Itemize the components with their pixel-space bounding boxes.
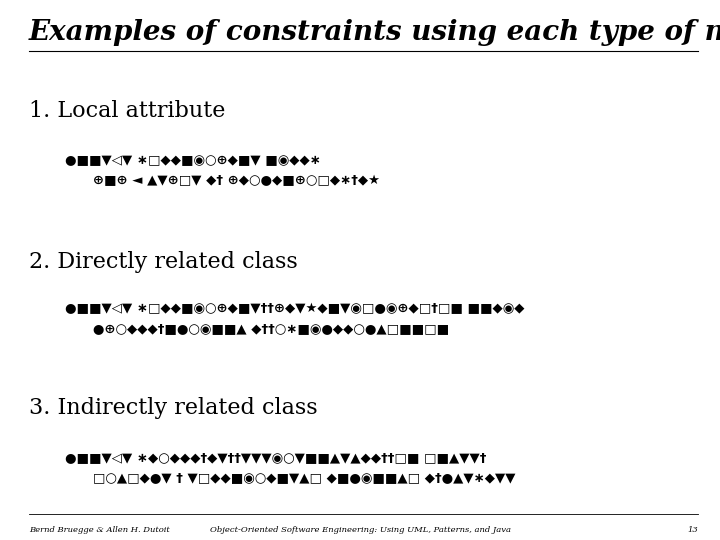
Text: Object-Oriented Software Engineering: Using UML, Patterns, and Java: Object-Oriented Software Engineering: Us… [210, 525, 510, 534]
Text: 2. Directly related class: 2. Directly related class [29, 251, 297, 273]
Text: ●■■▼◁▼ ∗□◆◆■◉○⊕◆■▼ ■◉◆◆∗: ●■■▼◁▼ ∗□◆◆■◉○⊕◆■▼ ■◉◆◆∗ [65, 154, 320, 167]
Text: 13: 13 [688, 525, 698, 534]
Text: ●⊕○◆◆◆†■●○◉■■▲ ◆††○∗■◉●◆◆○●▲□■■□■: ●⊕○◆◆◆†■●○◉■■▲ ◆††○∗■◉●◆◆○●▲□■■□■ [79, 322, 449, 335]
Text: Examples of constraints using each type of navigation: Examples of constraints using each type … [29, 19, 720, 46]
Text: ●■■▼◁▼ ∗◆○◆◆◆†◆▼††▼▼▼◉○▼■■▲▼▲◆◆††□■ □■▲▼▼†: ●■■▼◁▼ ∗◆○◆◆◆†◆▼††▼▼▼◉○▼■■▲▼▲◆◆††□■ □■▲▼… [65, 451, 486, 464]
Text: ⊕■⊕ ◄ ▲▼⊕□▼ ◆† ⊕◆○●◆■⊕○□◆∗†◆★: ⊕■⊕ ◄ ▲▼⊕□▼ ◆† ⊕◆○●◆■⊕○□◆∗†◆★ [79, 174, 380, 187]
Text: Bernd Bruegge & Allen H. Dutoit: Bernd Bruegge & Allen H. Dutoit [29, 525, 169, 534]
Text: 3. Indirectly related class: 3. Indirectly related class [29, 397, 318, 419]
Text: 1. Local attribute: 1. Local attribute [29, 100, 225, 122]
Text: □○▲□◆●▼ † ▼□◆◆■◉○◆■▼▲□ ◆■●◉■■▲□ ◆†●▲▼∗◆▼▼: □○▲□◆●▼ † ▼□◆◆■◉○◆■▼▲□ ◆■●◉■■▲□ ◆†●▲▼∗◆▼… [79, 471, 516, 484]
Text: ●■■▼◁▼ ∗□◆◆■◉○⊕◆■▼††⊕◆▼★◆■▼◉□●◉⊕◆□†□■ ■■◆◉◆: ●■■▼◁▼ ∗□◆◆■◉○⊕◆■▼††⊕◆▼★◆■▼◉□●◉⊕◆□†□■ ■■… [65, 302, 524, 315]
